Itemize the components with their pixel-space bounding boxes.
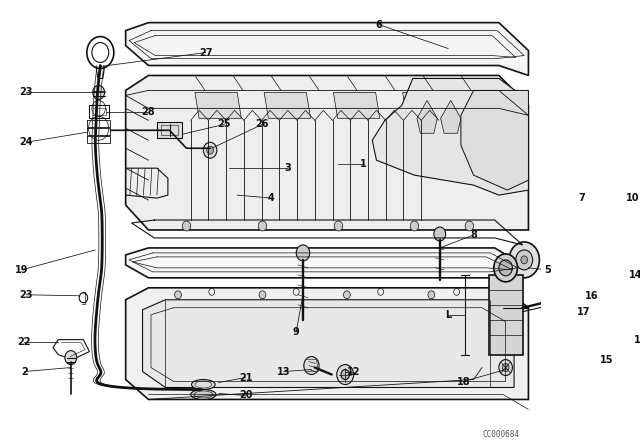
Polygon shape — [417, 100, 437, 134]
Circle shape — [334, 221, 342, 231]
Text: 25: 25 — [218, 119, 231, 129]
Polygon shape — [464, 100, 484, 134]
Circle shape — [499, 260, 513, 276]
Circle shape — [296, 245, 310, 261]
Circle shape — [259, 291, 266, 299]
Text: 17: 17 — [577, 307, 590, 317]
Polygon shape — [403, 92, 449, 118]
Circle shape — [341, 370, 349, 379]
Text: 27: 27 — [199, 47, 212, 57]
Text: 9: 9 — [293, 327, 300, 336]
Circle shape — [499, 360, 513, 375]
Circle shape — [410, 221, 419, 231]
Polygon shape — [125, 75, 529, 230]
Polygon shape — [125, 23, 529, 75]
Circle shape — [521, 256, 527, 264]
Text: 14: 14 — [629, 270, 640, 280]
Text: 23: 23 — [19, 87, 33, 97]
Circle shape — [175, 291, 181, 299]
Circle shape — [595, 347, 606, 361]
Polygon shape — [157, 122, 182, 138]
Text: 2: 2 — [21, 366, 28, 376]
Text: 4: 4 — [268, 193, 275, 203]
Circle shape — [609, 194, 622, 210]
Text: 3: 3 — [284, 163, 291, 173]
Circle shape — [93, 86, 104, 99]
Circle shape — [304, 357, 319, 375]
Circle shape — [502, 364, 509, 371]
Text: 5: 5 — [545, 265, 551, 275]
Text: CC000684: CC000684 — [483, 431, 520, 439]
Circle shape — [516, 250, 532, 270]
Text: 19: 19 — [15, 265, 29, 275]
Circle shape — [204, 142, 217, 158]
Polygon shape — [440, 100, 461, 134]
Circle shape — [182, 221, 191, 231]
Text: 16: 16 — [585, 291, 598, 301]
Text: 11: 11 — [634, 335, 640, 345]
Text: 18: 18 — [456, 376, 470, 387]
Circle shape — [494, 254, 518, 282]
Polygon shape — [195, 92, 241, 118]
Polygon shape — [489, 275, 522, 355]
Text: 21: 21 — [239, 373, 252, 383]
Polygon shape — [461, 90, 529, 190]
Circle shape — [465, 221, 474, 231]
Circle shape — [428, 291, 435, 299]
Text: 6: 6 — [376, 20, 382, 30]
Circle shape — [509, 242, 540, 278]
Text: 7: 7 — [579, 193, 585, 203]
Text: 8: 8 — [470, 230, 477, 240]
Text: 22: 22 — [17, 336, 31, 347]
Text: 20: 20 — [239, 391, 252, 401]
Text: 24: 24 — [19, 137, 33, 147]
Polygon shape — [125, 248, 522, 285]
Polygon shape — [264, 92, 310, 118]
Circle shape — [258, 221, 267, 231]
Polygon shape — [372, 78, 529, 195]
Circle shape — [65, 351, 77, 365]
Text: L: L — [445, 310, 451, 320]
Text: 13: 13 — [277, 366, 291, 376]
Text: 26: 26 — [256, 119, 269, 129]
Ellipse shape — [191, 389, 216, 400]
Text: 28: 28 — [141, 108, 156, 117]
Text: 15: 15 — [600, 354, 614, 365]
Polygon shape — [143, 300, 514, 388]
Text: 1: 1 — [360, 159, 367, 169]
Circle shape — [207, 146, 214, 154]
Polygon shape — [488, 100, 508, 134]
Polygon shape — [562, 272, 582, 288]
Text: 12: 12 — [347, 366, 360, 376]
Text: 23: 23 — [19, 290, 33, 300]
Polygon shape — [125, 288, 529, 400]
Circle shape — [434, 227, 445, 241]
Circle shape — [582, 199, 593, 211]
Text: 10: 10 — [625, 193, 639, 203]
Ellipse shape — [191, 379, 215, 389]
Circle shape — [344, 291, 350, 299]
Polygon shape — [333, 92, 380, 118]
Circle shape — [337, 365, 354, 384]
